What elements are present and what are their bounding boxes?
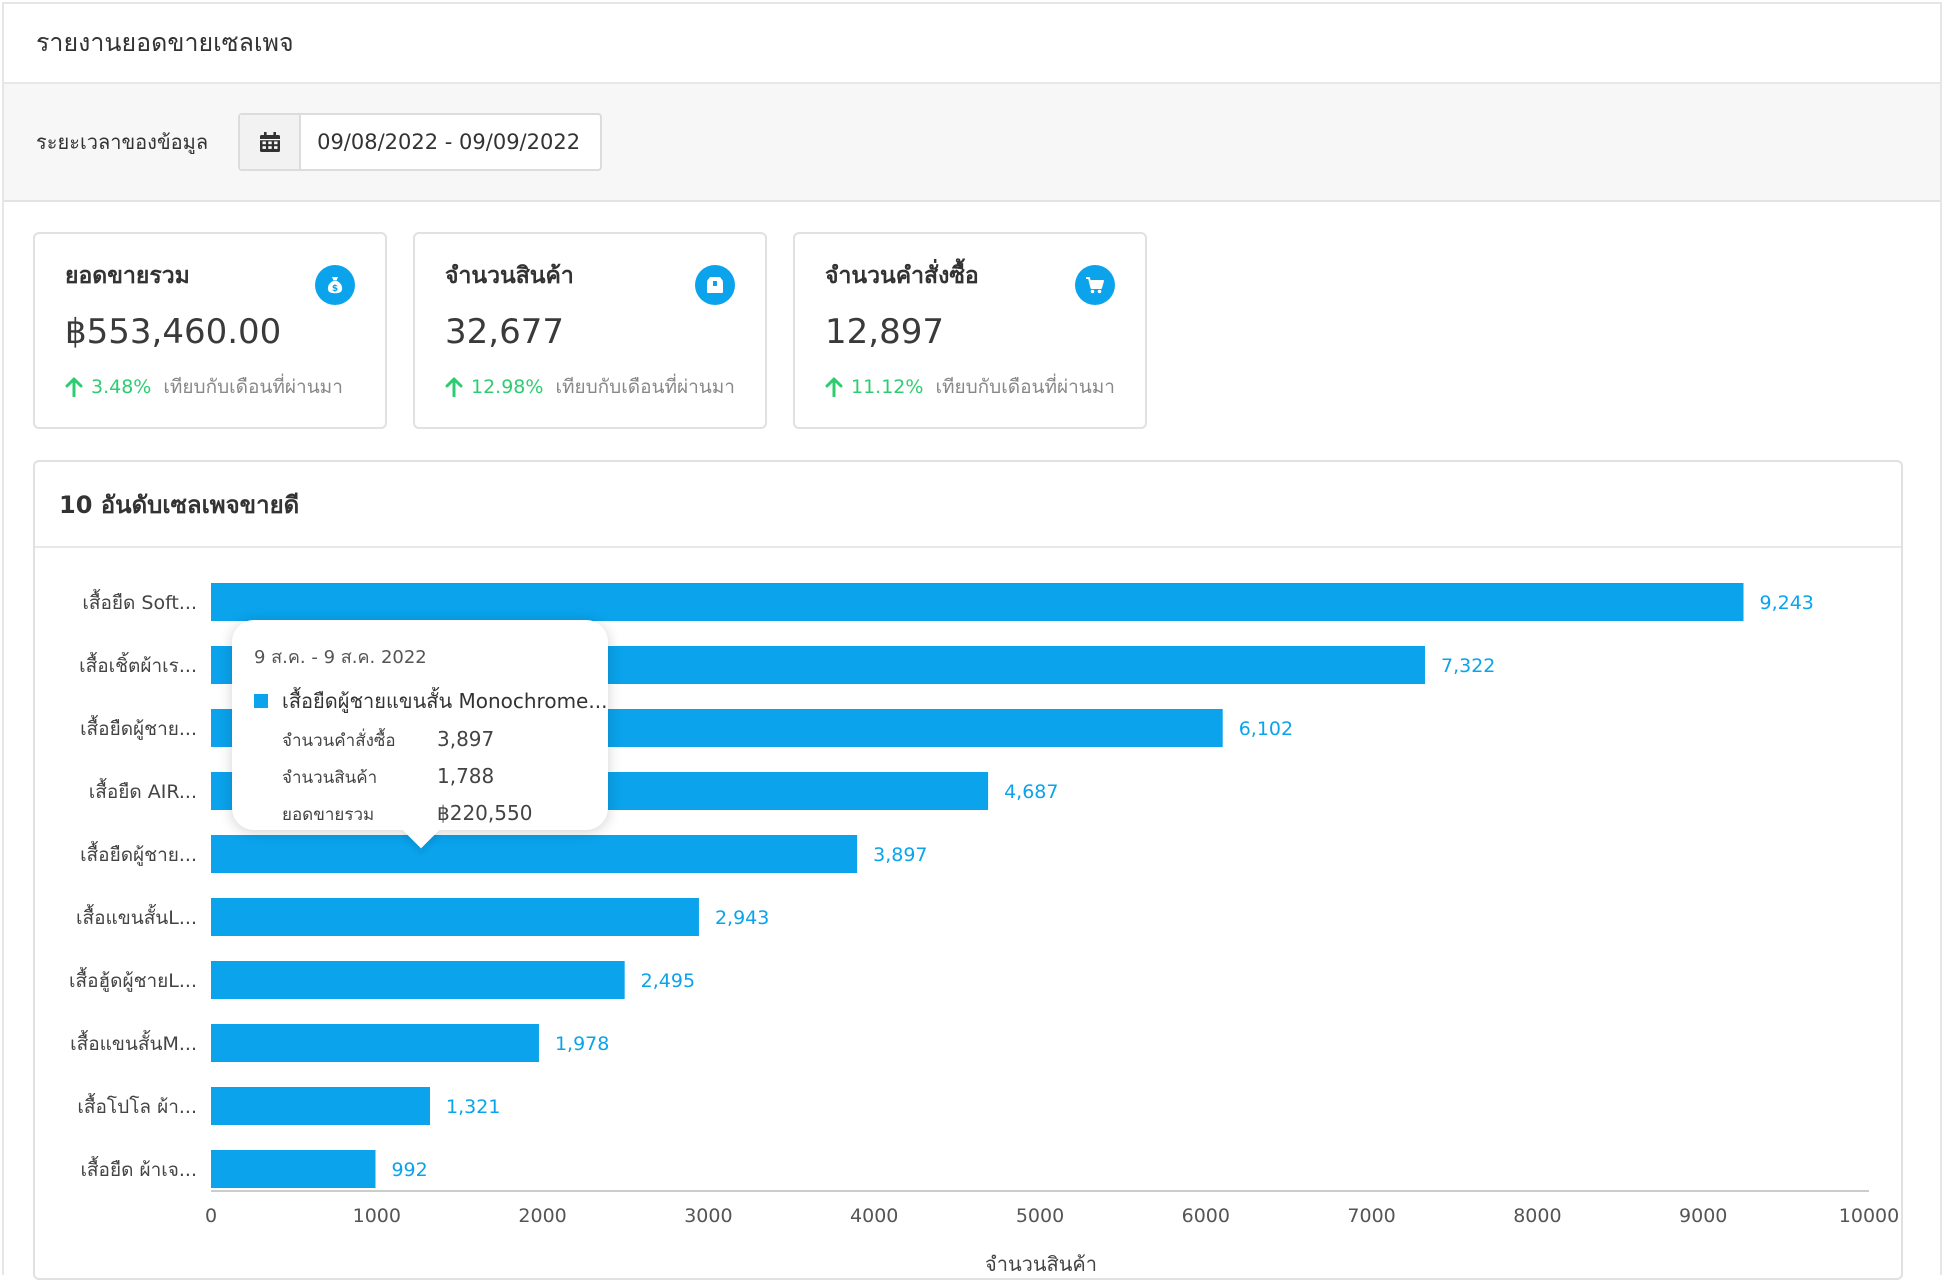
chart-title: 10 อันดับเซลเพจขายดี	[59, 490, 300, 519]
bar	[211, 835, 858, 873]
data-label: 1,321	[446, 1096, 500, 1118]
bar	[211, 1150, 376, 1188]
trend-percent: 12.98%	[471, 376, 544, 398]
arrow-up-icon	[825, 377, 843, 397]
arrow-up-icon	[445, 377, 463, 397]
x-tick-label: 5000	[1016, 1205, 1064, 1227]
top-sales-chart-panel: 10 อันดับเซลเพจขายดี เสื้อยืด Soft... 9,2…	[33, 460, 1903, 1280]
x-tick-label: 8000	[1513, 1205, 1561, 1227]
page-title: รายงานยอดขายเซลเพจ	[36, 28, 294, 57]
category-label: เสื้อยืดผู้ชาย...	[80, 715, 197, 740]
series-swatch	[254, 694, 268, 708]
category-label: เสื้อยืด ผ้าเจ...	[80, 1156, 197, 1181]
summary-cards: ยอดขายรวม ฿553,460.00 3.48% เทียบกับเดือ…	[33, 232, 1147, 429]
tooltip-value: ฿220,550	[437, 801, 533, 825]
x-tick-label: 10000	[1839, 1205, 1899, 1227]
date-range-picker[interactable]: 09/08/2022 - 09/09/2022	[238, 113, 603, 171]
data-label: 7,322	[1441, 655, 1495, 677]
arrow-up-icon	[65, 377, 83, 397]
category-label: เสื้อเชิ้ตผ้าเร...	[79, 652, 197, 677]
card-label: จำนวนสินค้า	[445, 263, 574, 289]
tooltip-row: จำนวนคำสั่งซื้อ 3,897	[254, 727, 608, 754]
total-items-card: จำนวนสินค้า 32,677 12.98% เทียบกับเดือนท…	[413, 232, 767, 429]
x-tick-label: 3000	[684, 1205, 732, 1227]
trend-note: เทียบกับเดือนที่ผ่านมา	[935, 376, 1115, 398]
card-trend: 11.12% เทียบกับเดือนที่ผ่านมา	[825, 372, 1115, 402]
bar	[211, 898, 699, 936]
cart-icon	[1075, 265, 1115, 305]
x-axis-title: จำนวนสินค้า	[985, 1252, 1098, 1276]
x-tick-label: 0	[205, 1205, 217, 1227]
category-label: เสื้อฮู้ดผู้ชายL...	[69, 967, 197, 992]
tooltip-series-name: เสื้อยืดผู้ชายแขนสั้น Monochrome...	[282, 689, 608, 713]
category-label: เสื้อแขนสั้นL...	[76, 904, 197, 929]
tooltip-value: 1,788	[437, 764, 495, 788]
tooltip-key: จำนวนคำสั่งซื้อ	[282, 731, 396, 751]
tooltip-value: 3,897	[437, 727, 495, 751]
data-label: 992	[391, 1159, 427, 1181]
data-label: 1,978	[555, 1033, 609, 1055]
card-trend: 12.98% เทียบกับเดือนที่ผ่านมา	[445, 372, 735, 402]
data-label: 2,495	[641, 970, 695, 992]
x-tick-label: 1000	[353, 1205, 401, 1227]
category-label: เสื้อแขนสั้นM...	[70, 1030, 197, 1055]
card-label: ยอดขายรวม	[65, 263, 190, 289]
bar	[211, 583, 1744, 621]
date-range-label: ระยะเวลาของข้อมูล	[36, 130, 209, 154]
x-tick-label: 9000	[1679, 1205, 1727, 1227]
card-value: ฿553,460.00	[65, 312, 282, 352]
trend-percent: 11.12%	[851, 376, 924, 398]
x-tick-label: 6000	[1182, 1205, 1230, 1227]
tooltip-row: ยอดขายรวม ฿220,550	[254, 801, 608, 828]
tooltip-series: เสื้อยืดผู้ชายแขนสั้น Monochrome...	[254, 685, 608, 717]
bar-chart: เสื้อยืด Soft... 9,243 เสื้อเชิ้ตผ้าเร... 7…	[69, 583, 1899, 1227]
calendar-icon[interactable]	[240, 115, 302, 169]
bar	[211, 1087, 431, 1125]
category-label: เสื้อโปโล ผ้า...	[77, 1093, 197, 1118]
x-tick-label: 2000	[518, 1205, 566, 1227]
total-orders-card: จำนวนคำสั่งซื้อ 12,897 11.12% เทียบกับเด…	[793, 232, 1147, 429]
category-label: เสื้อยืด AIR...	[89, 778, 197, 803]
bar	[211, 1024, 539, 1062]
tooltip-date: 9 ส.ค. - 9 ส.ค. 2022	[254, 647, 427, 668]
data-label: 2,943	[715, 907, 769, 929]
trend-percent: 3.48%	[91, 376, 152, 398]
trend-note: เทียบกับเดือนที่ผ่านมา	[555, 376, 735, 398]
category-label: เสื้อยืด Soft...	[82, 589, 197, 614]
x-tick-label: 4000	[850, 1205, 898, 1227]
filter-bar: ระยะเวลาของข้อมูล 09/08/2022 - 09/09/202…	[4, 84, 1940, 202]
x-tick-label: 7000	[1347, 1205, 1395, 1227]
chart-header: 10 อันดับเซลเพจขายดี	[35, 462, 1901, 548]
data-label: 6,102	[1239, 718, 1293, 740]
bar	[211, 961, 625, 999]
page-header: รายงานยอดขายเซลเพจ	[4, 4, 1940, 84]
tooltip-key: ยอดขายรวม	[282, 805, 375, 825]
trend-note: เทียบกับเดือนที่ผ่านมา	[163, 376, 343, 398]
money-bag-icon: $	[315, 265, 355, 305]
total-sales-card: ยอดขายรวม ฿553,460.00 3.48% เทียบกับเดือ…	[33, 232, 387, 429]
date-range-value[interactable]: 09/08/2022 - 09/09/2022	[317, 130, 581, 154]
card-label: จำนวนคำสั่งซื้อ	[825, 263, 979, 289]
card-value: 32,677	[445, 312, 564, 352]
tooltip-row: จำนวนสินค้า 1,788	[254, 764, 608, 791]
category-label: เสื้อยืดผู้ชาย...	[80, 841, 197, 866]
svg-text:$: $	[332, 284, 338, 294]
card-value: 12,897	[825, 312, 944, 352]
tooltip-key: จำนวนสินค้า	[282, 768, 378, 788]
data-label: 9,243	[1759, 592, 1813, 614]
data-label: 3,897	[873, 844, 927, 866]
card-trend: 3.48% เทียบกับเดือนที่ผ่านมา	[65, 372, 343, 402]
data-label: 4,687	[1004, 781, 1058, 803]
chart-tooltip: 9 ส.ค. - 9 ส.ค. 2022 เสื้อยืดผู้ชายแขนสั…	[232, 620, 608, 830]
box-icon	[695, 265, 735, 305]
